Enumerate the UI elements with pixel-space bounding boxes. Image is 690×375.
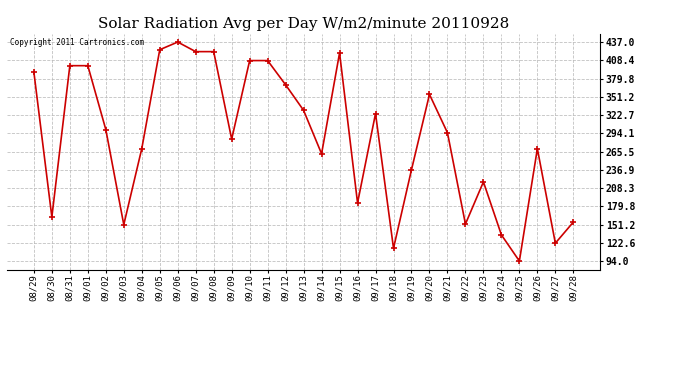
Title: Solar Radiation Avg per Day W/m2/minute 20110928: Solar Radiation Avg per Day W/m2/minute … <box>98 17 509 31</box>
Text: Copyright 2011 Cartronics.com: Copyright 2011 Cartronics.com <box>10 39 144 48</box>
